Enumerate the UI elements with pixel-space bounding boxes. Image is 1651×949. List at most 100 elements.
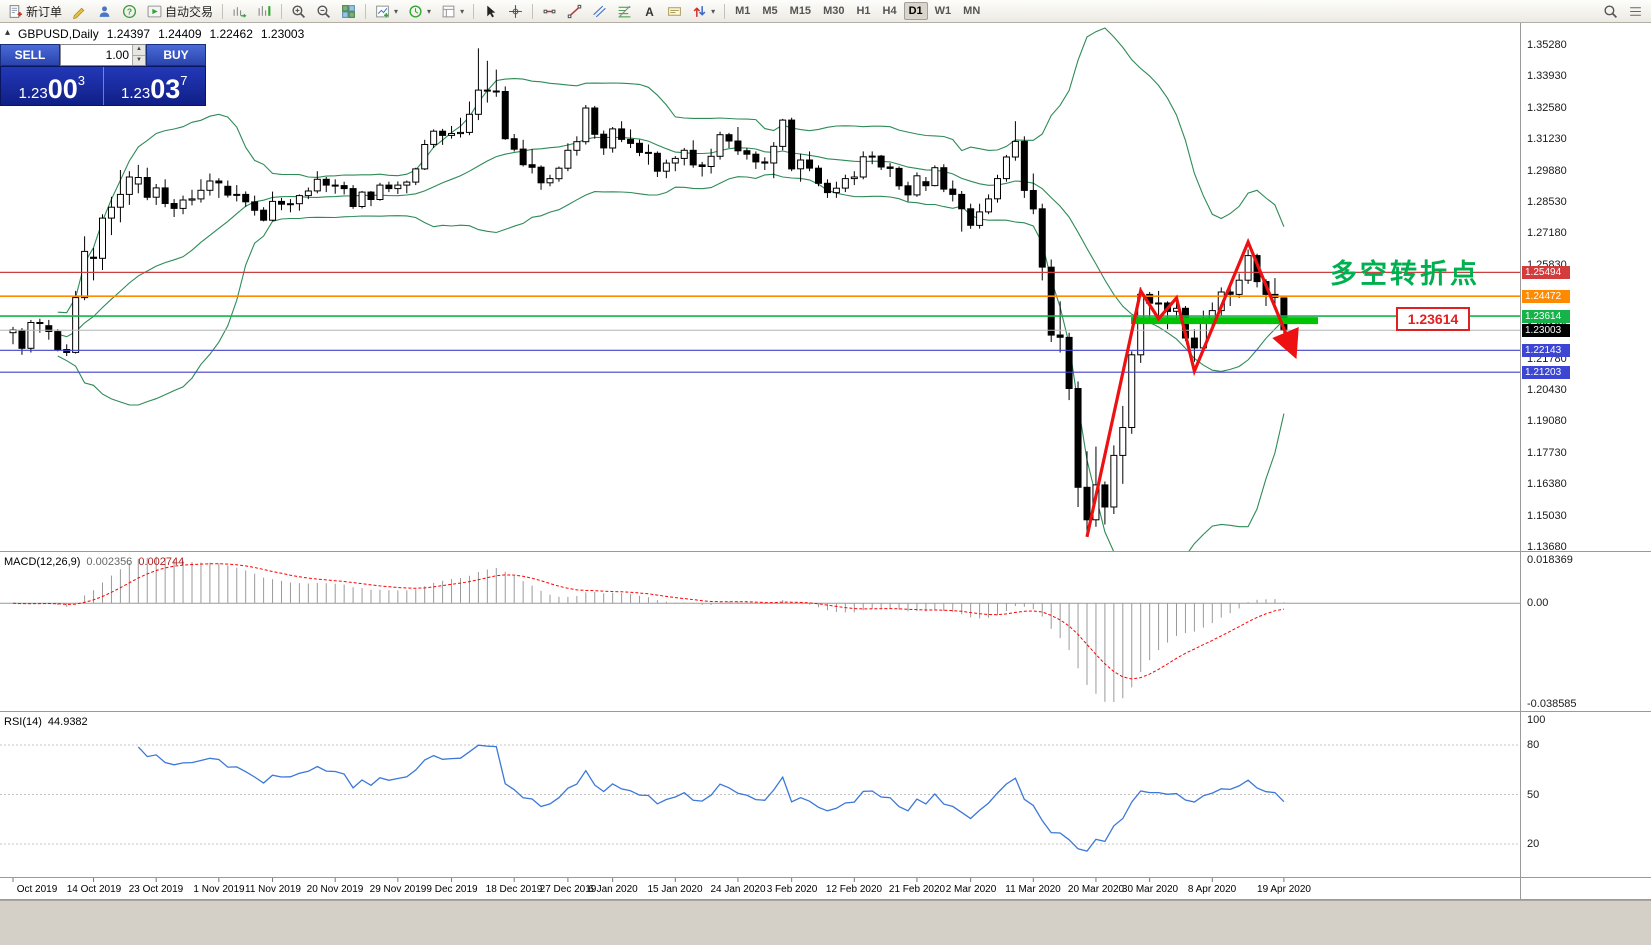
symbol-period-label: GBPUSD,Daily [18,27,99,41]
volume-spinner: ▲ ▼ [132,45,145,65]
volume-increase-button[interactable]: ▲ [133,45,145,55]
rsi-line [137,744,1285,852]
autotrading-label: 自动交易 [165,4,214,19]
tile-windows-icon [342,4,355,18]
macd-signal-line [12,563,1284,680]
label-icon [668,6,682,16]
autotrading-icon [147,5,162,17]
profiles-button[interactable] [93,0,116,23]
timeframe-m15[interactable]: M15 [789,5,812,17]
chevron-down-icon: ▾ [394,6,399,16]
zoom-in-icon [292,4,306,18]
zigzag-annotation[interactable] [1085,237,1299,538]
channel-tool-button[interactable] [588,0,611,23]
timeframe-d1[interactable]: D1 [903,2,928,20]
trendline-tool-button[interactable] [563,0,586,23]
timeframe-m30[interactable]: M30 [823,5,845,17]
new-order-icon [9,4,22,18]
fibonacci-icon [618,5,631,17]
timeframe-h4[interactable]: H4 [882,5,897,17]
timeframe-w1[interactable]: W1 [934,5,952,17]
zoom-out-icon [317,4,331,18]
clock-icon [409,4,422,18]
toolbar-separator [532,3,534,19]
one-click-prices: 1.23 00 3 1.23 03 7 [0,66,206,106]
autoscroll-button[interactable] [228,0,251,23]
svg-text:?: ? [127,6,132,16]
indicators-dropdown[interactable]: ▾ [371,0,402,23]
chevron-down-icon: ▾ [460,6,465,16]
cursor-icon [487,5,496,17]
macd-label: MACD(12,26,9) 0.002356 0.002744 [4,556,184,568]
metaeditor-button[interactable] [68,0,91,23]
help-button[interactable]: ? [118,0,141,23]
text-icon: A [645,5,654,18]
zoom-in-button[interactable] [287,0,310,23]
indicators-icon [376,5,389,17]
toolbar-right-group [1599,0,1647,23]
buy-price-point: 7 [180,73,188,88]
help-icon: ? [122,4,137,18]
tile-windows-button[interactable] [337,0,360,23]
fibonacci-tool-button[interactable] [613,0,636,23]
zoom-out-button[interactable] [312,0,335,23]
one-click-collapse-icon[interactable]: ▴ [5,27,11,38]
channel-icon [593,5,606,17]
arrows-dropdown[interactable]: ▾ [688,0,719,23]
new-order-button[interactable]: 新订单 [4,0,66,23]
chevron-down-icon: ▾ [711,6,716,16]
timeframe-m5[interactable]: M5 [762,5,778,17]
chart-shift-button[interactable] [253,0,276,23]
buy-button[interactable]: BUY [146,44,206,66]
toolbar-separator [222,3,224,19]
timeframe-m1[interactable]: M1 [735,5,751,17]
timeframe-h1[interactable]: H1 [856,5,871,17]
volume-decrease-button[interactable]: ▼ [133,54,145,65]
toolbar-separator [281,3,283,19]
rsi-label: RSI(14) 44.9382 [4,716,88,728]
buy-price-integer: 1.23 [121,85,151,102]
toolbar-separator [365,3,367,19]
crosshair-icon [509,4,523,18]
text-tool-button[interactable]: A [638,0,661,23]
autotrading-button[interactable]: 自动交易 [143,0,217,23]
quote-line: ▴ GBPUSD,Daily 1.24397 1.24409 1.22462 1… [5,27,304,41]
toolbar-separator [724,3,726,19]
sell-price-button[interactable]: 1.23 00 3 [1,67,103,105]
sell-button[interactable]: SELL [0,44,60,66]
crosshair-tool-button[interactable] [504,0,527,23]
list-icon [1630,6,1641,16]
periods-dropdown[interactable]: ▾ [404,0,435,23]
main-pane [0,27,1520,551]
sell-price-point: 3 [77,73,85,88]
sell-price-integer: 1.23 [18,85,48,102]
rsi-name: RSI(14) [4,716,42,728]
autoscroll-icon [233,6,247,18]
horizontal-line-icon [543,9,556,13]
cursor-tool-button[interactable] [479,0,502,23]
list-button[interactable] [1624,0,1647,23]
turning-point-text[interactable]: 多空转折点 [1330,259,1480,289]
buy-price-button[interactable]: 1.23 03 7 [104,67,206,105]
price-tag[interactable]: 1.23614 [1396,307,1470,331]
templates-dropdown[interactable]: ▾ [437,0,468,23]
one-click-controls: SELL ▲ ▼ BUY [0,44,206,66]
pencil-icon [73,7,85,19]
macd-pane [0,556,1520,702]
search-button[interactable] [1599,0,1622,23]
label-tool-button[interactable] [663,0,686,23]
new-order-label: 新订单 [26,4,63,19]
volume-field: ▲ ▼ [60,44,146,66]
volume-input[interactable] [61,45,132,65]
toolbar: 新订单 ? 自动交易 [0,0,1651,23]
quote-high: 1.24409 [158,27,202,41]
timeframe-mn[interactable]: MN [963,5,981,17]
hline-tool-button[interactable] [538,0,561,23]
bollinger-middle-band [57,136,1285,372]
rsi-pane [0,744,1520,852]
toolbar-separator [473,3,475,19]
price-divider [102,67,104,105]
